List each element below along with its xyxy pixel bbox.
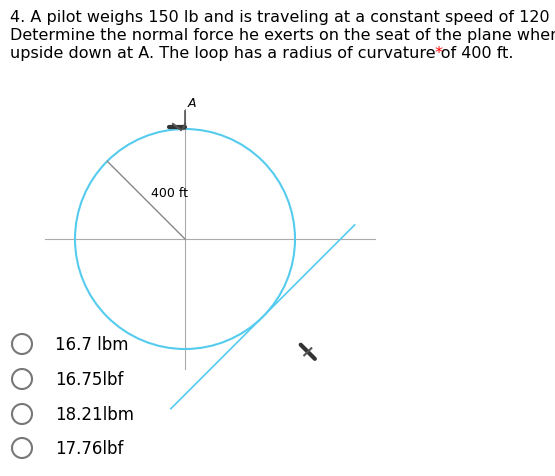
Text: 16.7 lbm: 16.7 lbm: [55, 335, 129, 353]
Text: 16.75lbf: 16.75lbf: [55, 370, 123, 388]
Text: 400 ft: 400 ft: [151, 186, 188, 199]
Text: upside down at A. The loop has a radius of curvature of 400 ft.: upside down at A. The loop has a radius …: [10, 46, 513, 61]
Text: *: *: [430, 46, 443, 61]
Text: Determine the normal force he exerts on the seat of the plane when he is: Determine the normal force he exerts on …: [10, 28, 555, 43]
Text: 18.21lbm: 18.21lbm: [55, 405, 134, 423]
Text: 17.76lbf: 17.76lbf: [55, 439, 123, 457]
Text: 4. A pilot weighs 150 lb and is traveling at a constant speed of 120 ft/s.: 4. A pilot weighs 150 lb and is travelin…: [10, 10, 555, 25]
Text: A: A: [188, 97, 196, 110]
